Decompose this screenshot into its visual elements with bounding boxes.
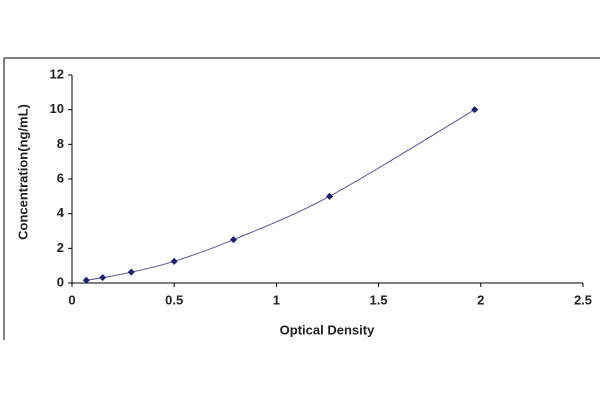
x-tick-label: 2 bbox=[477, 292, 484, 307]
x-tick-label: 1.5 bbox=[370, 292, 388, 307]
fit-curve bbox=[86, 109, 475, 281]
y-tick-label: 0 bbox=[57, 274, 64, 289]
data-point bbox=[326, 192, 334, 200]
y-axis-label: Concentration(ng/mL) bbox=[15, 104, 30, 240]
data-point bbox=[471, 106, 479, 114]
y-tick-label: 10 bbox=[50, 101, 64, 116]
y-tick-label: 2 bbox=[57, 240, 64, 255]
y-tick-label: 6 bbox=[57, 170, 64, 185]
y-tick-label: 4 bbox=[57, 205, 65, 220]
x-tick-label: 2.5 bbox=[574, 292, 592, 307]
y-tick-label: 12 bbox=[50, 66, 64, 81]
data-point bbox=[170, 257, 178, 265]
x-tick-label: 0 bbox=[68, 292, 75, 307]
data-point bbox=[127, 268, 135, 276]
x-tick-label: 1 bbox=[273, 292, 280, 307]
y-tick-label: 8 bbox=[57, 136, 64, 151]
data-point bbox=[99, 274, 107, 282]
x-tick-label: 0.5 bbox=[165, 292, 183, 307]
data-point bbox=[229, 236, 237, 244]
data-point bbox=[82, 276, 90, 284]
x-axis-label: Optical Density bbox=[280, 322, 375, 337]
